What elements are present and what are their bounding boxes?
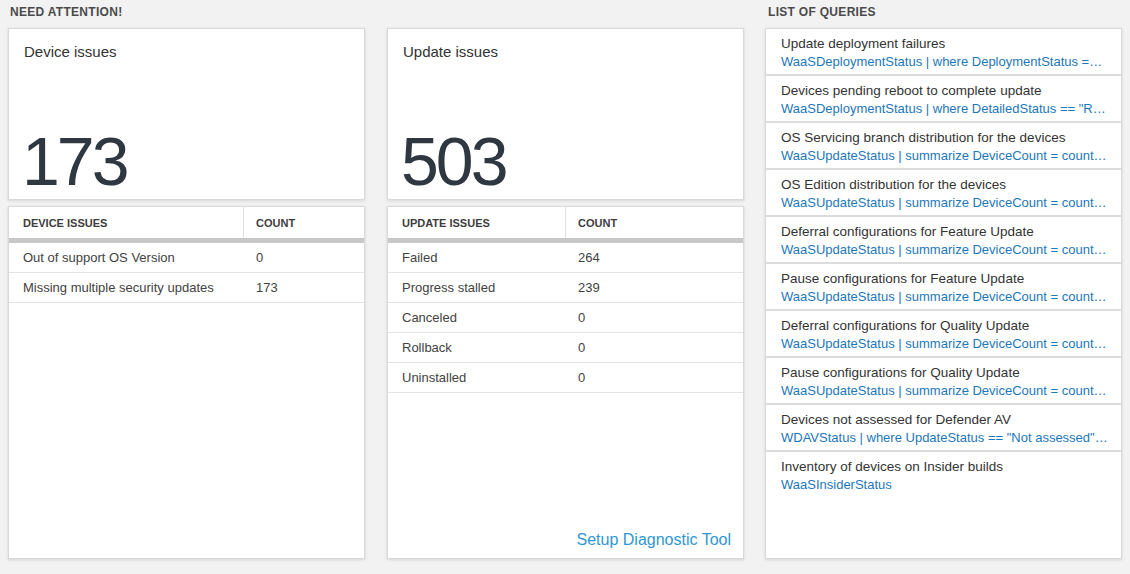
query-kql-link[interactable]: WaaSInsiderStatus (781, 477, 1109, 492)
device-issues-table: DEVICE ISSUES COUNT Out of support OS Ve… (8, 206, 365, 559)
device-issues-table-body: Out of support OS Version 0 Missing mult… (9, 243, 364, 303)
issue-label: Progress stalled (388, 280, 566, 295)
count-column-header: COUNT (566, 207, 743, 238)
query-title: Inventory of devices on Insider builds (781, 459, 1109, 474)
query-title: OS Edition distribution for the devices (781, 177, 1109, 192)
table-row[interactable]: Failed 264 (388, 243, 743, 273)
query-title: Deferral configurations for Feature Upda… (781, 224, 1109, 239)
update-issues-tile[interactable]: Update issues 503 (387, 28, 744, 200)
issue-label: Missing multiple security updates (9, 280, 244, 295)
query-kql-link[interactable]: WaaSUpdateStatus | summarize DeviceCount… (781, 289, 1109, 304)
issue-label: Canceled (388, 310, 566, 325)
query-list-item[interactable]: OS Edition distribution for the devices … (766, 170, 1121, 217)
table-row[interactable]: Missing multiple security updates 173 (9, 273, 364, 303)
setup-diagnostic-tool-link[interactable]: Setup Diagnostic Tool (577, 531, 731, 549)
list-of-queries-header: LIST OF QUERIES (768, 5, 876, 19)
query-kql-link[interactable]: WDAVStatus | where UpdateStatus == "Not … (781, 430, 1109, 445)
query-list-item[interactable]: Devices pending reboot to complete updat… (766, 76, 1121, 123)
query-kql-link[interactable]: WaaSDeploymentStatus | where DetailedSta… (781, 101, 1109, 116)
device-issues-column-header: DEVICE ISSUES (9, 207, 244, 238)
query-title: Devices not assessed for Defender AV (781, 412, 1109, 427)
list-of-queries-panel: Update deployment failures WaaSDeploymen… (765, 28, 1122, 559)
query-title: Deferral configurations for Quality Upda… (781, 318, 1109, 333)
count-column-header: COUNT (244, 207, 364, 238)
issue-count: 0 (566, 370, 743, 385)
query-title: OS Servicing branch distribution for the… (781, 130, 1109, 145)
query-list-item[interactable]: Inventory of devices on Insider builds W… (766, 452, 1121, 499)
issue-count: 0 (566, 340, 743, 355)
need-attention-header: NEED ATTENTION! (10, 5, 123, 19)
update-issues-title: Update issues (403, 43, 498, 60)
table-row[interactable]: Uninstalled 0 (388, 363, 743, 393)
query-kql-link[interactable]: WaaSUpdateStatus | summarize DeviceCount… (781, 242, 1109, 257)
issue-count: 0 (244, 250, 364, 265)
issue-count: 264 (566, 250, 743, 265)
query-list-item[interactable]: OS Servicing branch distribution for the… (766, 123, 1121, 170)
issue-count: 173 (244, 280, 364, 295)
device-issues-table-header: DEVICE ISSUES COUNT (9, 207, 364, 238)
query-list: Update deployment failures WaaSDeploymen… (766, 29, 1121, 499)
query-list-item[interactable]: Deferral configurations for Feature Upda… (766, 217, 1121, 264)
query-kql-link[interactable]: WaaSUpdateStatus | summarize DeviceCount… (781, 383, 1109, 398)
table-row[interactable]: Rollback 0 (388, 333, 743, 363)
issue-count: 0 (566, 310, 743, 325)
query-kql-link[interactable]: WaaSUpdateStatus | summarize DeviceCount… (781, 148, 1109, 163)
update-issues-column-header: UPDATE ISSUES (388, 207, 566, 238)
query-list-item[interactable]: Deferral configurations for Quality Upda… (766, 311, 1121, 358)
query-list-item[interactable]: Pause configurations for Feature Update … (766, 264, 1121, 311)
issue-label: Uninstalled (388, 370, 566, 385)
query-title: Devices pending reboot to complete updat… (781, 83, 1109, 98)
query-kql-link[interactable]: WaaSDeploymentStatus | where DeploymentS… (781, 54, 1109, 69)
query-kql-link[interactable]: WaaSUpdateStatus | summarize DeviceCount… (781, 195, 1109, 210)
device-issues-count: 173 (22, 127, 126, 195)
query-list-item[interactable]: Devices not assessed for Defender AV WDA… (766, 405, 1121, 452)
issue-label: Out of support OS Version (9, 250, 244, 265)
device-issues-title: Device issues (24, 43, 117, 60)
table-row[interactable]: Out of support OS Version 0 (9, 243, 364, 273)
query-list-item[interactable]: Update deployment failures WaaSDeploymen… (766, 29, 1121, 76)
table-row[interactable]: Canceled 0 (388, 303, 743, 333)
device-issues-tile[interactable]: Device issues 173 (8, 28, 365, 200)
update-issues-table-body: Failed 264 Progress stalled 239 Canceled… (388, 243, 743, 393)
update-issues-count: 503 (401, 127, 505, 195)
query-kql-link[interactable]: WaaSUpdateStatus | summarize DeviceCount… (781, 336, 1109, 351)
update-issues-table-header: UPDATE ISSUES COUNT (388, 207, 743, 238)
query-title: Update deployment failures (781, 36, 1109, 51)
issue-label: Failed (388, 250, 566, 265)
table-row[interactable]: Progress stalled 239 (388, 273, 743, 303)
issue-label: Rollback (388, 340, 566, 355)
query-list-item[interactable]: Pause configurations for Quality Update … (766, 358, 1121, 405)
update-issues-table: UPDATE ISSUES COUNT Failed 264 Progress … (387, 206, 744, 559)
query-title: Pause configurations for Quality Update (781, 365, 1109, 380)
issue-count: 239 (566, 280, 743, 295)
query-title: Pause configurations for Feature Update (781, 271, 1109, 286)
